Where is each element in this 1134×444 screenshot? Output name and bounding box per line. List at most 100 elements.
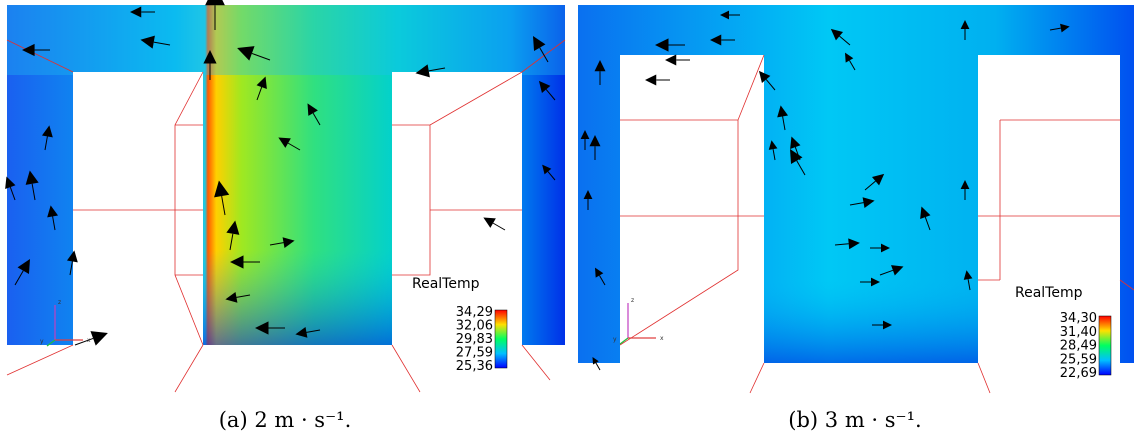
arrow-head [533,36,546,52]
legend-label: 25,36 [456,359,493,374]
arrow-head [203,50,217,64]
panel-b [578,5,1134,394]
door [392,72,522,345]
arrow-shaft [221,195,226,216]
arrow-shaft [765,79,776,91]
arrow-shaft [796,160,806,176]
arrow-head [542,164,552,175]
legend-label: 34,30 [1060,311,1097,326]
arrow-head [758,70,771,84]
arrow-shaft [31,183,36,201]
triad-label: y [40,338,44,345]
arrow-head [871,277,880,287]
colorbar [494,309,508,369]
arrow-shaft [251,52,271,61]
arrow-shaft [782,116,786,131]
arrow-shaft [312,112,321,126]
arrow-shaft [539,47,549,63]
arrow-head [710,34,722,46]
arrow-head [871,173,885,186]
arrow-head [538,80,551,94]
arrow-shaft [599,275,606,286]
arrow-head [90,331,108,346]
arrow-shaft [69,261,73,276]
arrow-head [205,0,225,6]
legend-label: 29,83 [456,332,493,347]
arrow-shaft [839,35,851,46]
arrow-head [307,103,318,116]
arrow-shaft [229,233,234,251]
caption: (b) 3 m · s⁻¹. [788,408,921,432]
arrow-shaft [547,171,556,181]
arrow-head [790,149,803,165]
arrow-head [960,20,970,29]
triad-label: y [613,336,617,343]
legend-title: RealTemp [412,276,480,292]
arrow-shaft [595,362,601,371]
arrow-shaft [849,202,864,206]
arrow-shaft [52,216,56,231]
triad-label: x [660,335,664,342]
arrow-head [848,238,860,250]
arrow-head [256,76,267,89]
arrow-head [960,180,970,189]
arrow-shaft [153,41,171,46]
legend-label: 27,59 [456,346,493,361]
arrow-head [130,6,142,18]
legend-label: 28,49 [1060,339,1097,354]
arrow-head [66,250,78,263]
legend-label: 34,29 [456,305,493,320]
legend-title: RealTemp [1015,285,1083,301]
triad-label: z [631,297,634,304]
triad-label: x [87,337,91,344]
arrow-head [594,60,606,72]
arrow-head [891,265,904,276]
arrow-head [226,220,240,235]
arrow-shaft [849,60,856,71]
arrow-head [25,170,39,185]
arrow-shaft [236,294,251,298]
triad-axis [46,339,56,347]
legend-label: 22,69 [1060,366,1097,381]
arrow-shaft [545,89,556,101]
arrow-head [595,267,604,278]
arrow-shaft [834,243,849,246]
arrow-shaft [14,270,24,286]
arrow-head [1060,23,1070,33]
arrow-head [920,206,931,219]
arrow-shaft [924,216,931,231]
arrow-head [41,125,53,138]
caption: (a) 2 m · s⁻¹. [219,408,352,432]
arrow-head [790,136,801,149]
legend-label: 25,59 [1060,352,1097,367]
arrow-head [862,197,875,209]
arrow-shaft [9,186,16,201]
arrow-shaft [44,136,48,151]
panel-a [6,5,566,393]
arrow-head [140,35,155,49]
arrow-shaft [492,222,506,231]
arrow-head [483,217,496,228]
arrow-head [845,52,854,63]
arrow-head [881,243,890,253]
arrow-head [214,180,230,198]
arrow-head [47,205,59,218]
arrow-head [720,10,729,20]
arrow-head [22,43,35,57]
flow-arrows [5,0,1070,371]
legend-label: 31,40 [1060,325,1097,340]
arrow-head [230,255,244,269]
arrow-shaft [269,242,284,246]
arrow-head [592,357,599,365]
arrow-head [583,190,593,199]
legend-label: 32,06 [456,319,493,334]
arrow-head [768,140,778,150]
arrow-head [295,326,308,338]
door [620,55,764,363]
arrow-shaft [74,337,94,346]
arrow-head [237,46,255,61]
arrow-shaft [287,142,301,151]
